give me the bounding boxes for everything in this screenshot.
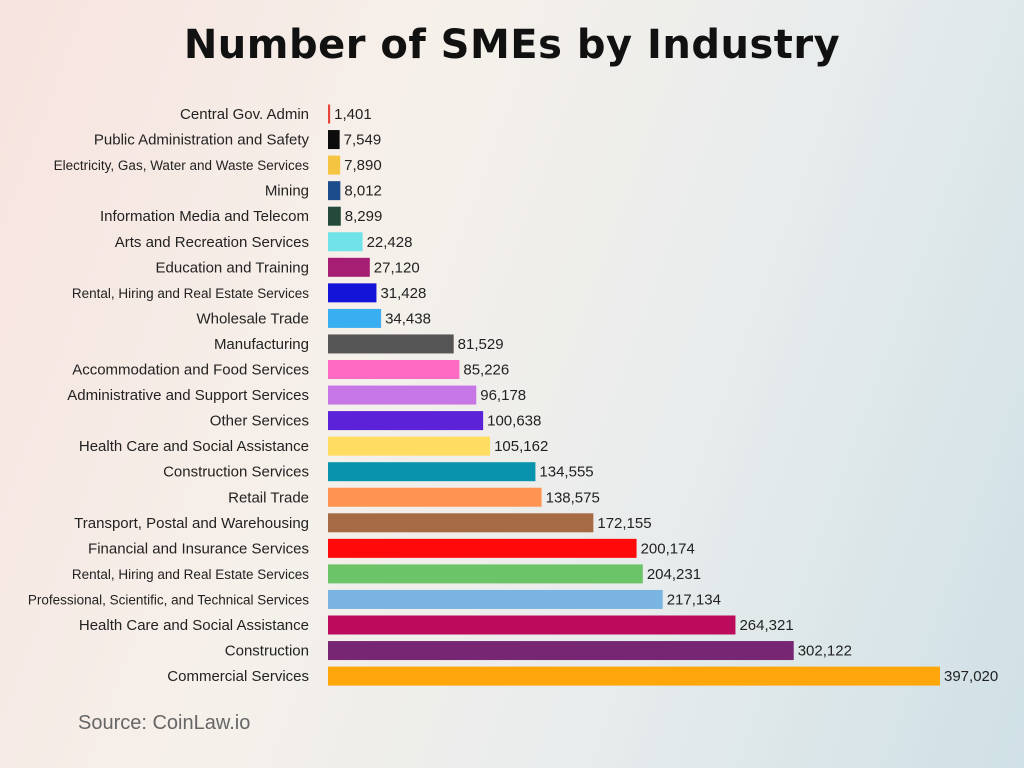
bar [328,411,484,431]
category-label: Professional, Scientific, and Technical … [28,592,309,607]
bar [328,104,331,124]
value-label: 302,122 [798,643,852,660]
category-label: Accommodation and Food Services [72,362,309,379]
bar [328,538,637,558]
category-label: Transport, Postal and Warehousing [74,515,309,532]
bar [328,155,341,175]
category-label: Construction [225,643,309,660]
value-label: 397,020 [944,668,998,685]
category-label: Other Services [210,413,309,430]
value-label: 1,401 [334,106,372,123]
bar [328,232,363,252]
source-note: Source: CoinLaw.io [78,712,251,734]
value-label: 8,299 [345,208,383,225]
category-label: Rental, Hiring and Real Estate Services [72,567,309,582]
category-label: Manufacturing [214,336,309,353]
category-label: Retail Trade [228,489,309,506]
bar [328,181,341,201]
bar [328,487,542,507]
bar [328,130,340,150]
bar [328,308,382,328]
category-label: Health Care and Social Assistance [79,617,309,634]
value-label: 105,162 [494,438,548,455]
bar [328,615,736,635]
bar [328,385,477,405]
category-label: Mining [265,183,309,200]
value-label: 27,120 [374,259,420,276]
value-label: 7,549 [344,132,382,149]
value-label: 172,155 [597,515,651,532]
value-label: 22,428 [367,234,413,251]
bar [328,436,491,456]
bar [328,283,377,303]
value-label: 81,529 [458,336,504,353]
category-label: Financial and Insurance Services [88,540,309,557]
value-label: 134,555 [539,464,593,481]
bar [328,513,594,533]
category-label: Arts and Recreation Services [115,234,309,251]
chart-title: Number of SMEs by Industry [183,22,841,68]
category-label: Electricity, Gas, Water and Waste Servic… [54,158,310,173]
category-label: Rental, Hiring and Real Estate Services [72,286,309,301]
value-label: 85,226 [463,362,509,379]
value-label: 100,638 [487,413,541,430]
bar [328,641,794,661]
value-label: 138,575 [546,489,600,506]
bar [328,334,454,354]
bar [328,257,370,277]
value-label: 200,174 [641,540,695,557]
value-label: 31,428 [380,285,426,302]
value-label: 8,012 [344,183,382,200]
value-label: 204,231 [647,566,701,583]
bar [328,589,663,609]
category-label: Information Media and Telecom [100,208,309,225]
category-label: Public Administration and Safety [94,132,310,149]
value-label: 217,134 [667,591,721,608]
value-label: 7,890 [344,157,382,174]
category-label: Health Care and Social Assistance [79,438,309,455]
bar [328,360,460,379]
category-label: Commercial Services [167,668,309,685]
value-label: 34,438 [385,310,431,327]
category-label: Construction Services [163,464,309,481]
category-label: Administrative and Support Services [67,387,309,404]
bar [328,462,536,482]
value-label: 264,321 [739,617,793,634]
category-label: Education and Training [156,259,309,276]
bar [328,206,341,226]
bar [328,564,643,584]
value-label: 96,178 [480,387,526,404]
category-label: Central Gov. Admin [180,106,309,123]
bar [328,666,940,686]
category-label: Wholesale Trade [196,310,309,327]
